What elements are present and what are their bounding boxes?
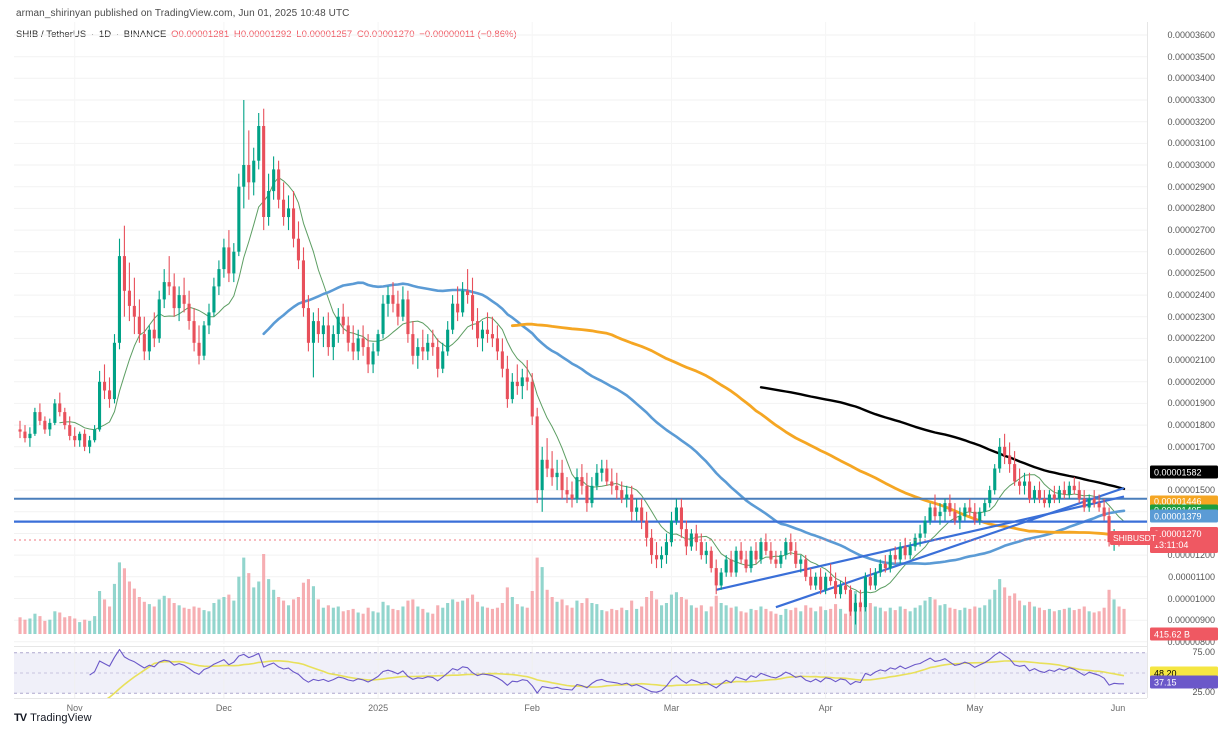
time-axis-tick: Feb xyxy=(524,703,540,713)
price-axis-tick: 0.00002100 xyxy=(1167,355,1215,366)
rsi-value-badge[interactable]: 37.15 xyxy=(1150,675,1218,689)
ma-blue-price-badge[interactable]: 0.00001379 xyxy=(1150,509,1218,523)
price-axis-tick: 0.00002400 xyxy=(1167,290,1215,301)
attribution-text: arman_shirinyan published on TradingView… xyxy=(16,8,350,19)
price-axis-tick: 0.00002200 xyxy=(1167,333,1215,344)
price-axis-tick: 0.00000800 xyxy=(1167,636,1215,647)
time-axis-tick: May xyxy=(966,703,984,713)
price-axis-tick: 0.00002700 xyxy=(1167,225,1215,236)
price-axis-tick: 0.00002900 xyxy=(1167,181,1215,192)
price-axis-tick: 0.00003200 xyxy=(1167,116,1215,127)
time-axis-tick: Mar xyxy=(663,703,680,713)
price-axis-tick: 0.00000900 xyxy=(1167,615,1215,626)
price-axis-tick: 0.00001000 xyxy=(1167,593,1215,604)
time-axis-tick: 2025 xyxy=(368,703,389,713)
time-axis-tick: Dec xyxy=(215,703,232,713)
rsi-axis-tick-lower: 25.00 xyxy=(1192,687,1215,698)
rsi-chart-canvas xyxy=(14,647,1147,699)
price-axis-tick: 0.00003000 xyxy=(1167,160,1215,170)
volume-value-badge[interactable]: 415.62 B xyxy=(1150,627,1218,641)
price-axis-tick: 0.00001200 xyxy=(1167,550,1215,561)
price-pane[interactable] xyxy=(14,22,1147,644)
current-price-badge[interactable]: 0.00001270 13:11:04 xyxy=(1150,527,1218,553)
price-axis-tick: 0.00003100 xyxy=(1167,138,1215,149)
rsi-pane[interactable] xyxy=(14,646,1147,699)
tradingview-logo: TV TradingView xyxy=(14,712,92,724)
time-axis-tick: Apr xyxy=(818,703,833,713)
price-axis-tick: 0.00003500 xyxy=(1167,51,1215,62)
price-chart-canvas xyxy=(14,22,1147,644)
time-axis-tick: Jun xyxy=(1110,703,1126,713)
tradingview-mark-icon: TV xyxy=(14,712,27,724)
price-axis-tick: 0.00001500 xyxy=(1167,485,1215,496)
time-axis[interactable]: Nov Dec 2025 Feb Mar Apr May Jun xyxy=(14,698,1147,719)
price-axis-tick: 0.00002300 xyxy=(1167,311,1215,322)
price-axis-tick: 0.00002800 xyxy=(1167,203,1215,214)
price-axis-tick: 0.00003600 xyxy=(1167,30,1215,40)
price-axis-tick: 0.00001800 xyxy=(1167,420,1215,431)
ma-black-price-badge[interactable]: 0.00001582 xyxy=(1150,465,1218,479)
price-axis-tick: 0.00001900 xyxy=(1167,398,1215,409)
price-axis-tick: 0.00001700 xyxy=(1167,441,1215,452)
ticker-chip: SHIBUSDT xyxy=(1110,530,1159,545)
price-axis-tick: 0.00002500 xyxy=(1167,268,1215,279)
price-axis-tick: 0.00002000 xyxy=(1167,376,1215,387)
price-axis-tick: 0.00003300 xyxy=(1167,95,1215,105)
rsi-axis-tick-upper: 75.00 xyxy=(1192,646,1215,657)
time-axis-tick: Nov xyxy=(66,703,83,713)
price-axis[interactable]: 0.00003600 0.00003500 0.00003400 0.00003300… xyxy=(1147,22,1220,698)
price-axis-tick: 0.00002600 xyxy=(1167,246,1215,257)
tradingview-wordmark: TradingView xyxy=(30,712,92,724)
price-axis-tick: 0.00001100 xyxy=(1168,571,1215,582)
price-axis-tick: 0.00003400 xyxy=(1167,73,1215,84)
